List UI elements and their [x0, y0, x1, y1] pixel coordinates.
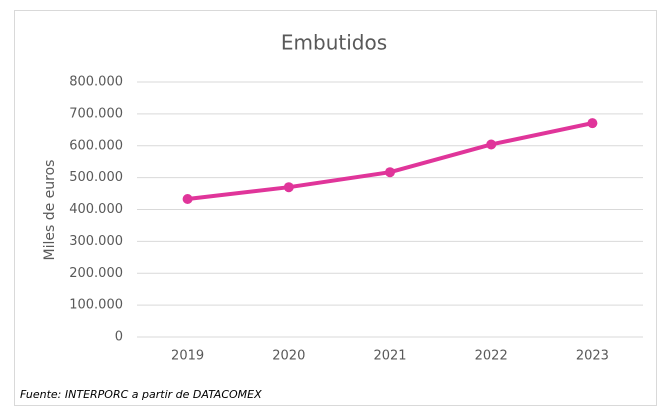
y-axis-label: Miles de euros [42, 160, 58, 261]
marker [182, 193, 193, 204]
marker [283, 182, 294, 193]
x-tick-label: 2021 [373, 349, 406, 364]
chart-border [14, 10, 657, 406]
marker [587, 118, 598, 129]
y-tick-label: 200.000 [69, 266, 123, 281]
y-tick-label: 800.000 [69, 75, 123, 90]
x-tick-label: 2019 [171, 349, 204, 364]
marker [385, 167, 395, 178]
y-tick-label: 700.000 [69, 106, 123, 121]
y-tick-label: 400.000 [69, 202, 123, 217]
chart-title: Embutidos [281, 31, 387, 55]
y-tick-label: 600.000 [69, 138, 123, 153]
y-tick-label: 0 [115, 330, 123, 345]
source-note: Fuente: INTERPORC a partir de DATACOMEX [20, 388, 262, 401]
y-tick-label: 100.000 [69, 298, 123, 313]
y-tick-label: 500.000 [69, 170, 123, 185]
x-tick-label: 2020 [272, 349, 305, 364]
y-tick-label: 300.000 [69, 234, 123, 249]
x-tick-label: 2022 [475, 349, 508, 364]
marker [486, 139, 497, 150]
x-tick-label: 2023 [576, 349, 609, 364]
